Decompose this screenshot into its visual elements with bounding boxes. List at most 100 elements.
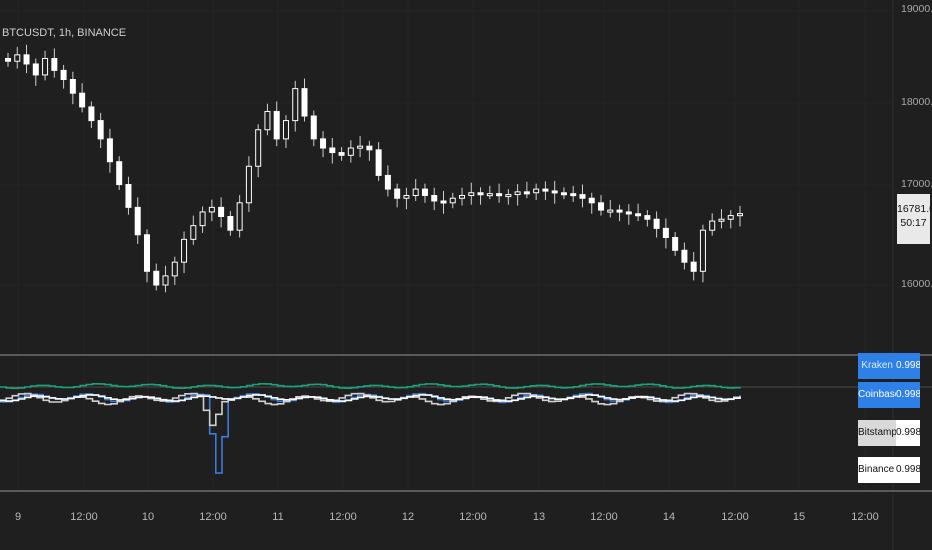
candles[interactable] (5, 44, 743, 293)
legend-label-coinbase: Coinbase (858, 382, 896, 408)
candle-body (153, 270, 160, 286)
indicator-line-bitstamp (0, 392, 741, 427)
time-tick-9-noon: 12:00 (70, 511, 98, 523)
candle-body (579, 194, 586, 199)
candle-body (69, 79, 76, 94)
candle-body (551, 190, 558, 194)
candle-body (116, 161, 123, 186)
legend-label-kraken: Kraken (858, 353, 896, 379)
legend-value-coinbase: 0.9984 (896, 382, 920, 408)
candle-body (523, 191, 530, 195)
candle-body (468, 192, 475, 196)
time-tick-12-noon: 12:00 (459, 511, 487, 523)
candle-body (644, 215, 651, 220)
candle-body (653, 218, 660, 229)
candle-body (171, 261, 178, 277)
candle-body (662, 227, 669, 239)
candle-body (477, 192, 484, 196)
candle-body (301, 88, 308, 117)
candle-body (681, 249, 688, 263)
time-tick-15: 15 (792, 511, 806, 523)
candle-body (236, 202, 243, 231)
legend-value-bitstamp: 0.998 (896, 420, 920, 446)
time-tick-14-noon: 12:00 (721, 511, 749, 523)
time-tick-14: 14 (662, 511, 676, 523)
candle-body (560, 192, 567, 196)
candle-body (60, 69, 67, 81)
candle-body (588, 197, 595, 204)
candle-body (459, 194, 466, 199)
candle-body (737, 213, 743, 217)
current-price-tag: 16781.03 50:17 (897, 194, 932, 244)
candle-body (181, 238, 188, 263)
candle-body (190, 225, 197, 240)
candle-body (282, 120, 289, 140)
candle-body (5, 57, 11, 62)
candle-body (616, 209, 623, 213)
indicator-line-kraken (0, 383, 741, 390)
candle-countdown: 50:17 (900, 217, 927, 229)
time-tick-13: 13 (532, 511, 546, 523)
candle-body (134, 206, 141, 236)
candle-body (570, 193, 577, 197)
candle-body (449, 197, 456, 204)
current-price-value: 16781.03 (897, 203, 932, 215)
candle-body (486, 193, 493, 197)
candle-body (672, 237, 679, 251)
legend-label-bitstamp: Bitstamp (858, 420, 896, 446)
candle-body (125, 184, 132, 208)
candle-body (97, 120, 104, 140)
candle-body (292, 88, 299, 122)
legend-label-binance-us: Binance US (858, 457, 896, 483)
legend-row-bitstamp: Bitstamp 0.998 (858, 420, 920, 446)
candle-body (255, 129, 262, 167)
candle-body (496, 193, 503, 197)
time-tick-10-noon: 12:00 (199, 511, 227, 523)
candle-body (208, 206, 215, 213)
indicator-line-binance-us (0, 394, 741, 402)
candle-body (273, 110, 280, 140)
candle-body (338, 152, 345, 156)
candle-body (394, 188, 401, 199)
candle-body (514, 191, 521, 196)
legend-row-kraken: Kraken 0.9985 (858, 353, 920, 379)
candle-body (625, 211, 632, 215)
candle-body (88, 106, 95, 122)
legend-value-binance-us: 0.998 (896, 457, 920, 483)
candle-body (727, 215, 734, 220)
legend-row-binance-us: Binance US 0.998 (858, 457, 920, 483)
candle-body (106, 138, 113, 163)
candle-body (143, 234, 150, 272)
candle-body (375, 149, 382, 176)
legend-row-coinbase: Coinbase 0.9984 (858, 382, 920, 408)
candle-body (366, 145, 373, 151)
candle-body (440, 200, 447, 204)
candle-body (320, 138, 327, 149)
candle-body (357, 145, 364, 149)
candle-body (412, 188, 419, 196)
candle-body (607, 209, 614, 213)
candle-body (310, 115, 317, 140)
candle-body (699, 229, 706, 272)
candle-body (51, 57, 58, 71)
candle-body (42, 57, 49, 76)
candle-body (162, 275, 169, 286)
time-tick-9: 9 (14, 511, 22, 523)
candle-body (598, 202, 605, 211)
candle-body (718, 218, 725, 222)
candle-body (709, 220, 716, 231)
candle-body (347, 147, 354, 156)
candle-body (505, 194, 512, 198)
candle-body (79, 92, 86, 108)
indicator-lines (0, 383, 741, 474)
candle-body (635, 213, 642, 217)
candle-body (690, 261, 697, 272)
symbol-title[interactable]: BTCUSDT, 1h, BINANCE (2, 27, 127, 39)
candle-body (264, 110, 271, 131)
candle-body (403, 194, 410, 199)
time-tick-10: 10 (141, 511, 155, 523)
candle-body (227, 216, 234, 231)
candle-body (218, 206, 225, 218)
time-tick-11: 11 (272, 511, 284, 523)
